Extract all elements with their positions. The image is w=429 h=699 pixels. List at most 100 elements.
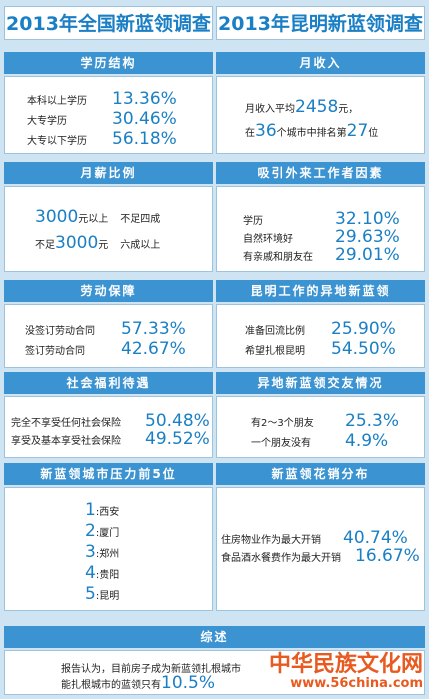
labor-label: 签订劳动合同 <box>25 346 85 357</box>
migrant-header: 昆明工作的异地新蓝领 <box>216 280 425 302</box>
city-rank: 1 <box>85 500 96 520</box>
city-rank: 3 <box>85 542 96 562</box>
city-rank: 5 <box>85 584 96 604</box>
attraction-value: 32.10% <box>335 209 400 229</box>
summary-prefix: 能扎根城市的蓝领只有 <box>61 680 161 691</box>
friends-header: 异地新蓝领交友情况 <box>216 372 425 394</box>
spending-label: 住房物业作为最大开销 <box>221 535 321 546</box>
spending-header: 新蓝领花销分布 <box>216 463 425 485</box>
city-rank: 2 <box>85 521 96 541</box>
welfare-value: 50.48% <box>145 411 210 431</box>
welfare-value: 49.52% <box>145 429 210 449</box>
city-sep: : <box>95 549 100 560</box>
labor-row: 签订劳动合同 42.67% <box>25 339 232 359</box>
income-rank-mid: 个城市中排名第 <box>276 128 347 139</box>
migrant-row: 准备回流比例 25.90% <box>245 319 429 339</box>
income-prefix: 月收入平均 <box>245 104 295 115</box>
salary-unit: 元 <box>98 240 109 251</box>
income-panel: 月收入平均2458元， 在36个城市中排名第27位 <box>216 76 425 154</box>
attraction-row: 有亲戚和朋友在 29.01% <box>243 245 429 265</box>
summary-panel: 报告认为，目前房子成为新蓝领扎根城市 能扎根城市的蓝领只有10.5% <box>4 650 425 695</box>
summary-value: 10.5% <box>161 673 216 693</box>
city-item: 2:厦门 <box>85 521 119 541</box>
attraction-row: 学历 32.10% <box>243 209 429 229</box>
attraction-value: 29.63% <box>335 227 400 247</box>
right-title: 2013年昆明新蓝领调查 <box>216 6 425 40</box>
city-item: 4:贵阳 <box>85 563 119 583</box>
city-rank: 4 <box>85 563 96 583</box>
salary-prefix: 不足 <box>35 240 55 251</box>
spending-panel: 住房物业作为最大开销 40.74% 食品酒水餐费作为最大开销 16.67% <box>216 487 425 611</box>
summary-text: 报告认为，目前房子成为新蓝领扎根城市 <box>61 664 241 675</box>
income-city-count: 36 <box>255 121 277 141</box>
labor-label: 没签订劳动合同 <box>25 326 95 337</box>
labor-row: 没签订劳动合同 57.33% <box>25 319 232 339</box>
education-row: 本科以上学历 13.36% <box>27 89 234 109</box>
friends-row: 有2～3个朋友 25.3% <box>251 411 429 431</box>
income-rank: 27 <box>346 121 369 141</box>
salary-row-above: 3000元以上 不足四成 <box>35 207 242 227</box>
labor-header: 劳动保障 <box>4 280 213 302</box>
welfare-header: 社会福利待遇 <box>4 372 213 394</box>
spending-row: 食品酒水餐费作为最大开销 16.67% <box>221 546 428 566</box>
welfare-row: 完全不享受任何社会保险 50.48% <box>11 411 218 431</box>
pressure-panel: 1:西安 2:厦门 3:郑州 4:贵阳 5:昆明 <box>4 487 213 611</box>
income-rank-prefix: 在 <box>245 128 255 139</box>
salary-ratio: 六成以上 <box>120 240 161 251</box>
welfare-label: 完全不享受任何社会保险 <box>11 418 121 429</box>
labor-value: 57.33% <box>121 319 186 339</box>
attraction-panel: 学历 32.10% 自然环境好 29.63% 有亲戚和朋友在 29.01% <box>216 186 425 272</box>
attraction-header: 吸引外来工作者因素 <box>216 162 425 184</box>
watermark-name: 中华民族文化网 <box>268 652 423 677</box>
salary-row-below: 不足3000元 六成以上 <box>35 233 242 253</box>
income-line1: 月收入平均2458元， <box>245 97 429 117</box>
income-line2: 在36个城市中排名第27位 <box>245 121 429 141</box>
spending-value: 40.74% <box>343 528 408 548</box>
summary-line1: 报告认为，目前房子成为新蓝领扎根城市 <box>61 657 429 676</box>
salary-panel: 3000元以上 不足四成 不足3000元 六成以上 <box>4 186 213 272</box>
salary-value: 3000 <box>35 207 79 227</box>
city-name: 昆明 <box>99 591 120 602</box>
education-value: 30.46% <box>112 109 177 129</box>
friends-row: 一个朋友没有 4.9% <box>251 431 429 451</box>
spending-value: 16.67% <box>355 546 420 566</box>
education-value: 13.36% <box>112 89 177 109</box>
spending-row: 住房物业作为最大开销 40.74% <box>221 528 428 548</box>
city-sep: : <box>95 507 100 518</box>
attraction-label: 自然环境好 <box>243 234 293 245</box>
attraction-label: 有亲戚和朋友在 <box>243 252 313 263</box>
income-header: 月收入 <box>216 52 425 74</box>
migrant-label: 准备回流比例 <box>245 326 305 337</box>
education-row: 大专学历 30.46% <box>27 109 234 129</box>
city-item: 3:郑州 <box>85 542 119 562</box>
city-item: 5:昆明 <box>85 584 119 604</box>
city-name: 厦门 <box>99 528 120 539</box>
education-label: 大专学历 <box>27 116 67 127</box>
attraction-value: 29.01% <box>335 245 400 265</box>
education-value: 56.18% <box>112 129 177 149</box>
welfare-label: 享受及基本享受社会保险 <box>11 436 121 447</box>
attraction-label: 学历 <box>243 216 263 227</box>
watermark-url: www.56china.com <box>290 676 423 691</box>
migrant-value: 25.90% <box>331 319 396 339</box>
summary-line2: 能扎根城市的蓝领只有10.5% <box>61 673 429 693</box>
migrant-label: 希望扎根昆明 <box>245 346 305 357</box>
welfare-panel: 完全不享受任何社会保险 50.48% 享受及基本享受社会保险 49.52% <box>4 396 213 458</box>
labor-value: 42.67% <box>121 339 186 359</box>
spending-label: 食品酒水餐费作为最大开销 <box>221 553 341 564</box>
education-panel: 本科以上学历 13.36% 大专学历 30.46% 大专以下学历 56.18% <box>4 76 213 154</box>
migrant-row: 希望扎根昆明 54.50% <box>245 339 429 359</box>
friends-label: 一个朋友没有 <box>251 438 311 449</box>
labor-panel: 没签订劳动合同 57.33% 签订劳动合同 42.67% <box>4 304 213 368</box>
income-value: 2458 <box>295 97 339 117</box>
friends-label: 有2～3个朋友 <box>251 418 314 429</box>
left-title: 2013年全国新蓝领调查 <box>4 6 213 40</box>
salary-value: 3000 <box>55 233 99 253</box>
income-suffix: 元， <box>338 104 359 115</box>
city-name: 西安 <box>99 507 120 518</box>
city-name: 贵阳 <box>99 570 120 581</box>
salary-header: 月薪比例 <box>4 162 213 184</box>
friends-value: 4.9% <box>345 431 389 451</box>
watermark-logo: 中华民族文化网 www.56china.com <box>269 653 423 691</box>
